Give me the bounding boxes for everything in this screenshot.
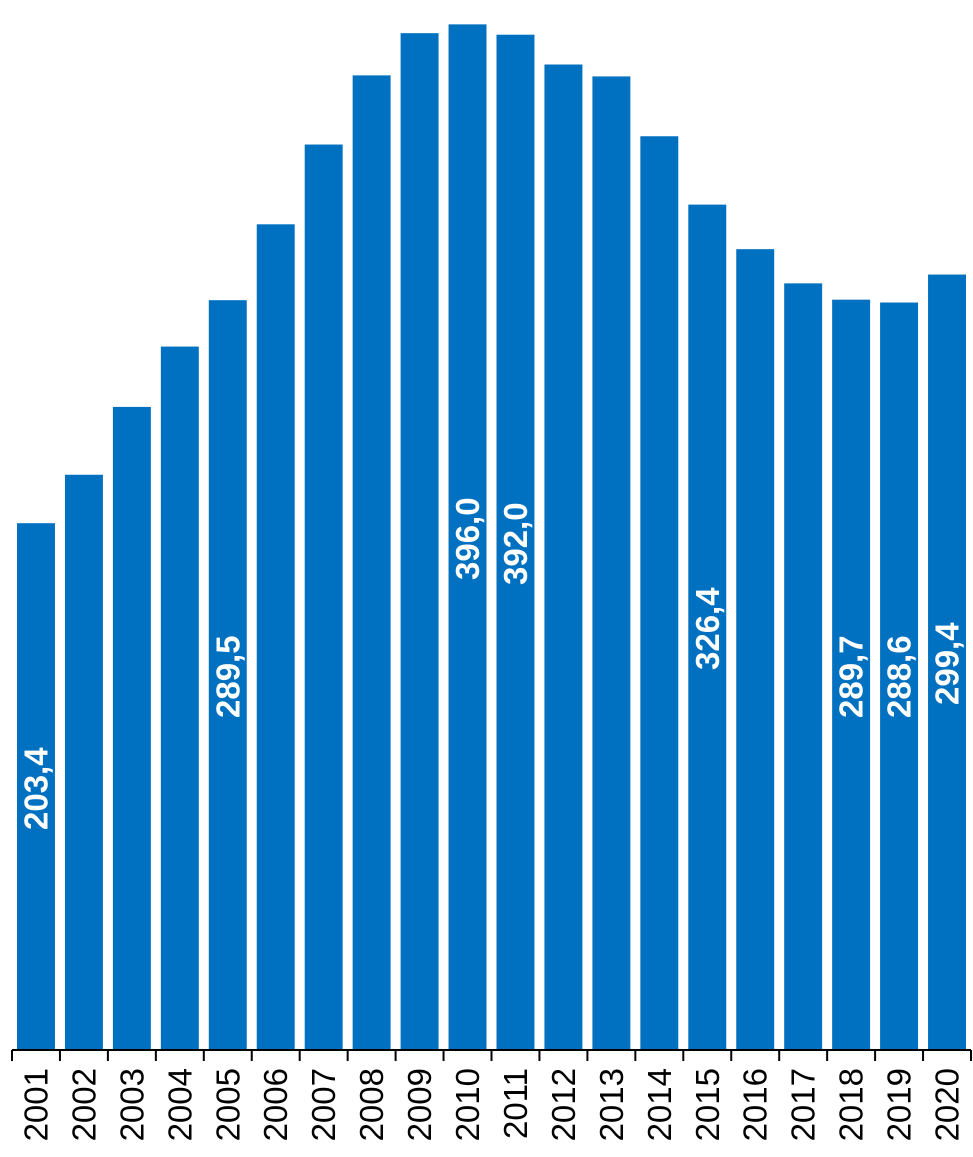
bar-2001 <box>17 523 55 1050</box>
value-labels-layer: 203,4 289,5 396,0 392,0 326,4 289,7 288,6 299,4 <box>17 497 965 830</box>
bar-2020 <box>928 274 966 1050</box>
data-label-2005: 289,5 <box>209 635 246 718</box>
x-tick-label-2019: 2019 <box>881 1068 918 1141</box>
bar-2007 <box>304 144 343 1051</box>
x-axis-tick-labels: 2001 2002 2003 2004 2005 2006 2007 2008 2009 2010… <box>17 1068 965 1141</box>
bar-2009 <box>400 33 439 1051</box>
bar-2005 <box>208 300 247 1050</box>
bar-2008 <box>352 75 391 1050</box>
bar-2002 <box>64 474 103 1050</box>
data-label-2015: 326,4 <box>689 587 726 670</box>
x-tick-label-2020: 2020 <box>929 1068 966 1141</box>
x-tick-label-2015: 2015 <box>689 1068 726 1141</box>
x-tick-label-2010: 2010 <box>449 1068 486 1141</box>
bar-2014 <box>640 136 679 1050</box>
x-tick-label-2014: 2014 <box>641 1068 678 1141</box>
data-label-2019: 288,6 <box>881 635 918 718</box>
bar-2013 <box>592 76 631 1051</box>
bar-2017 <box>784 283 823 1050</box>
data-label-2020: 299,4 <box>929 622 966 705</box>
x-tick-label-2005: 2005 <box>209 1068 246 1141</box>
x-axis-ticks <box>11 1050 972 1061</box>
x-tick-label-2012: 2012 <box>545 1068 582 1141</box>
bar-2004 <box>160 346 199 1050</box>
x-tick-label-2002: 2002 <box>65 1068 102 1141</box>
bar-2019 <box>880 302 919 1050</box>
x-tick-label-2017: 2017 <box>785 1068 822 1141</box>
bar-2016 <box>736 249 775 1051</box>
x-tick-label-2013: 2013 <box>593 1068 630 1141</box>
bar-2010 <box>448 24 487 1051</box>
x-tick-label-2006: 2006 <box>257 1068 294 1141</box>
x-tick-label-2018: 2018 <box>833 1068 870 1141</box>
data-label-2001: 203,4 <box>17 747 54 830</box>
data-label-2011: 392,0 <box>497 502 534 585</box>
bar-2011 <box>496 34 535 1051</box>
data-label-2018: 289,7 <box>833 635 870 718</box>
bars-layer <box>17 24 966 1051</box>
x-tick-label-2009: 2009 <box>401 1068 438 1141</box>
x-tick-label-2001: 2001 <box>17 1068 54 1141</box>
data-label-2010: 396,0 <box>449 497 486 580</box>
x-tick-label-2004: 2004 <box>161 1068 198 1141</box>
x-tick-label-2008: 2008 <box>353 1068 390 1141</box>
bar-2003 <box>112 406 151 1050</box>
bar-2015 <box>688 204 727 1050</box>
x-tick-label-2003: 2003 <box>113 1068 150 1141</box>
x-tick-label-2011: 2011 <box>497 1068 534 1139</box>
bar-2018 <box>832 299 871 1050</box>
bar-2006 <box>256 224 295 1050</box>
x-tick-label-2007: 2007 <box>305 1068 342 1141</box>
x-tick-label-2016: 2016 <box>737 1068 774 1141</box>
bar-2012 <box>544 64 583 1050</box>
